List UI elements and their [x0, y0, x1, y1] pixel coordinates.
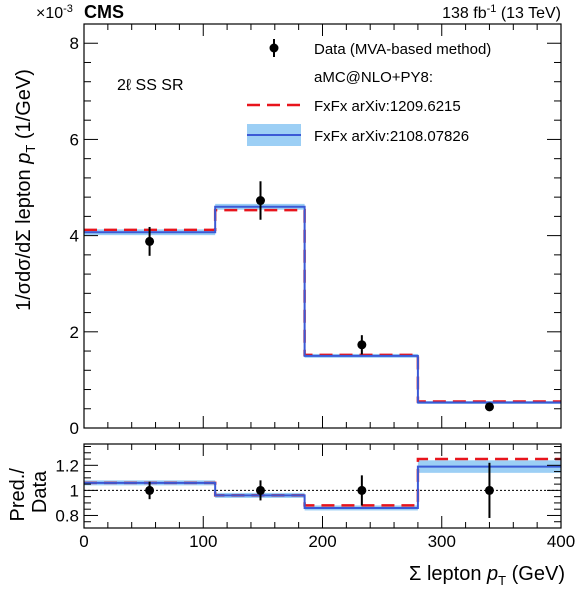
legend-data-marker [269, 43, 279, 53]
x-tick-label: 300 [428, 532, 456, 551]
main-y-tick-label: 0 [70, 419, 79, 438]
legend-model2-label: FxFx arXiv:2108.07826 [314, 128, 469, 145]
ratio-y-tick-label: 1.2 [55, 456, 79, 475]
main-data-point-2 [357, 340, 367, 350]
x-tick-label: 100 [189, 532, 217, 551]
main-data-point-0 [145, 236, 155, 246]
ratio-data-point-2 [357, 485, 367, 495]
main-y-axis-title: 1/σdσ/dΣ lepton pT (1/GeV) [13, 69, 38, 311]
ratio-data-point-0 [145, 485, 155, 495]
main-y-tick-label: 8 [70, 34, 79, 53]
scale-factor: ×10-3 [36, 3, 73, 22]
legend-data-label: Data (MVA-based method) [314, 41, 491, 58]
main-y-tick-label: 6 [70, 130, 79, 149]
experiment-label: CMS [84, 2, 124, 22]
main-y-tick-label: 2 [70, 323, 79, 342]
ratio-data-point-1 [255, 485, 265, 495]
main-series-model2-line [84, 205, 561, 404]
x-tick-label: 0 [79, 532, 88, 551]
main-y-tick-label: 4 [70, 227, 79, 246]
ratio-y-axis-title: Pred./ Data [7, 463, 51, 522]
ratio-series-model2-line [84, 465, 561, 509]
x-tick-label: 400 [547, 532, 575, 551]
legend-generator-label: aMC@NLO+PY8: [314, 69, 433, 86]
main-data-point-1 [255, 196, 265, 206]
x-tick-label: 200 [308, 532, 336, 551]
ratio-y-tick-label: 1 [70, 481, 79, 500]
ratio-y-tick-label: 0.8 [55, 506, 79, 525]
axes-layer: 0 2 4 6 8 0.8 1 1.2 0 100 200 300 400 [55, 23, 575, 551]
main-series-model1-line [84, 208, 561, 403]
legend-model1-label: FxFx arXiv:1209.6215 [314, 98, 461, 115]
legend: Data (MVA-based method) aMC@NLO+PY8: FxF… [247, 39, 491, 146]
series-layer [84, 205, 561, 509]
ratio-data-point-3 [484, 485, 494, 495]
main-data-point-3 [484, 402, 494, 412]
x-axis-title: Σ lepton pT (GeV) [409, 563, 565, 588]
lumi-label: 138 fb-1 (13 TeV) [442, 3, 561, 22]
data-points-layer [145, 181, 494, 518]
region-label: 2ℓ SS SR [117, 77, 184, 94]
